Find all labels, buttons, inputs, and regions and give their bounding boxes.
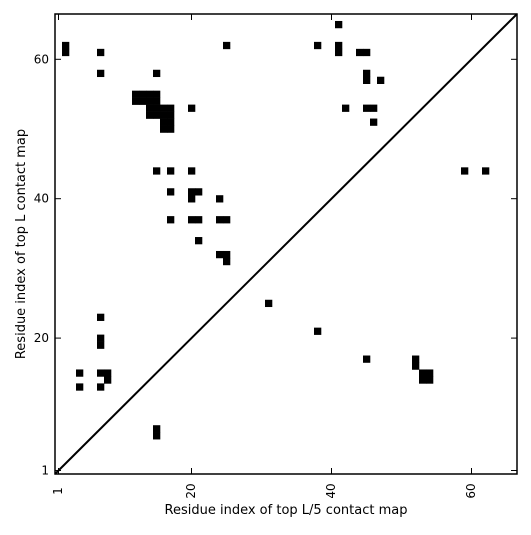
- contact-cell: [223, 257, 231, 266]
- contact-cell: [132, 97, 140, 105]
- contact-cell: [104, 369, 112, 377]
- contact-cell: [482, 167, 490, 175]
- contact-cell: [153, 111, 161, 119]
- y-tick-label: 1: [41, 464, 49, 478]
- contact-cell: [167, 125, 175, 133]
- contact-cell: [426, 376, 434, 384]
- ticks-layer: 1 20 40 60 1 20 40 60: [34, 14, 517, 499]
- contact-cell: [146, 90, 154, 98]
- contact-cell: [216, 195, 224, 203]
- contact-cell: [97, 48, 105, 57]
- contact-cell: [412, 362, 420, 370]
- x-tick-label: 20: [184, 483, 198, 498]
- cells-layer: [62, 20, 490, 440]
- contact-cell: [146, 104, 154, 112]
- contact-cell: [216, 250, 224, 259]
- contact-cell: [195, 216, 203, 224]
- contact-cell: [76, 383, 84, 391]
- contact-cell: [167, 104, 175, 112]
- contact-cell: [153, 104, 161, 112]
- contact-cell: [370, 104, 378, 112]
- contact-cell: [363, 355, 371, 363]
- contact-cell: [160, 118, 168, 126]
- contact-cell: [97, 313, 105, 321]
- contact-cell: [419, 369, 427, 377]
- y-tick-label: 20: [34, 331, 49, 345]
- contact-cell: [167, 188, 175, 196]
- contact-cell: [265, 299, 273, 308]
- contact-cell: [363, 69, 371, 78]
- contact-cell: [461, 167, 469, 175]
- contact-cell: [146, 111, 154, 119]
- contact-cell: [167, 216, 175, 224]
- diagonal-line: [54, 13, 518, 475]
- contact-cell: [314, 41, 322, 50]
- contact-cell: [188, 188, 196, 196]
- contact-cell: [160, 125, 168, 133]
- contact-cell: [97, 69, 105, 78]
- contact-cell: [167, 111, 175, 119]
- contact-cell: [426, 369, 434, 377]
- contact-cell: [335, 48, 343, 57]
- contact-cell: [223, 250, 231, 259]
- contact-cell: [97, 334, 105, 342]
- contact-cell: [188, 104, 196, 112]
- contact-cell: [216, 216, 224, 224]
- contact-cell: [188, 195, 196, 203]
- contact-cell: [139, 90, 147, 98]
- contact-cell: [342, 104, 350, 112]
- y-axis-label: Residue index of top L contact map: [14, 129, 29, 359]
- contact-cell: [167, 118, 175, 126]
- contact-cell: [160, 111, 168, 119]
- x-tick-label: 60: [464, 483, 478, 498]
- contact-cell: [314, 327, 322, 335]
- contact-cell: [223, 41, 231, 50]
- y-tick-label: 60: [34, 52, 49, 66]
- contact-cell: [356, 48, 364, 57]
- contact-cell: [363, 76, 371, 84]
- contact-cell: [132, 90, 140, 98]
- contact-cell: [160, 104, 168, 112]
- contact-cell: [153, 167, 161, 175]
- contact-cell: [153, 69, 161, 78]
- contact-cell: [139, 97, 147, 105]
- contact-cell: [62, 48, 70, 57]
- contact-cell: [62, 41, 70, 50]
- contact-cell: [153, 90, 161, 98]
- contact-cell: [370, 118, 378, 126]
- contact-cell: [335, 41, 343, 50]
- x-tick-label: 1: [51, 487, 65, 495]
- contact-cell: [97, 341, 105, 349]
- contact-cell: [412, 355, 420, 363]
- contact-cell: [419, 376, 427, 384]
- contact-cell: [153, 432, 161, 440]
- contact-cell: [363, 48, 371, 57]
- contact-cell: [363, 104, 371, 112]
- contact-cell: [195, 188, 203, 196]
- plot-frame: [54, 13, 518, 475]
- contact-cell: [76, 369, 84, 377]
- contact-cell: [153, 97, 161, 105]
- contact-cell: [195, 237, 203, 245]
- x-axis-label: Residue index of top L/5 contact map: [165, 503, 408, 518]
- contact-cell: [104, 376, 112, 384]
- contact-cell: [97, 383, 105, 391]
- x-tick-label: 40: [324, 483, 338, 498]
- contact-cell: [97, 369, 105, 377]
- contact-cell: [188, 167, 196, 175]
- contact-cell: [167, 167, 175, 175]
- contact-cell: [188, 216, 196, 224]
- contact-cell: [153, 425, 161, 433]
- contact-cell: [377, 76, 385, 84]
- contact-cell: [335, 20, 343, 29]
- contact-cell: [146, 97, 154, 105]
- contact-cell: [223, 216, 231, 224]
- y-tick-label: 40: [34, 192, 49, 206]
